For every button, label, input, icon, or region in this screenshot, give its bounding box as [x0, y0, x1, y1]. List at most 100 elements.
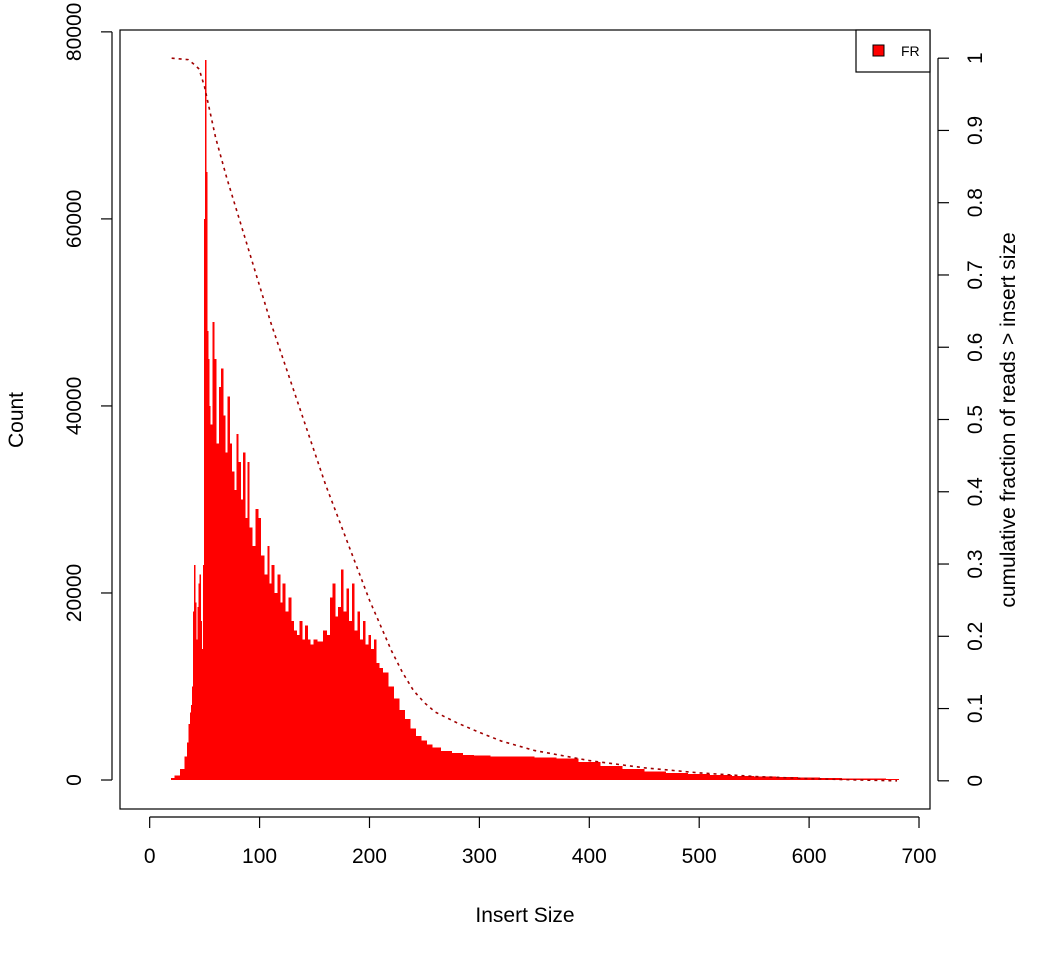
x-tick-label: 100: [242, 845, 277, 868]
histogram-bar: [666, 773, 689, 781]
bars-layer: [171, 59, 900, 781]
y2-tick-label: 0.8: [964, 188, 987, 217]
legend-swatch-fr: [872, 44, 885, 57]
y2-tick-label: 0.7: [964, 260, 987, 289]
histogram-bar: [285, 611, 289, 781]
histogram-bar: [451, 752, 463, 781]
histogram-bar: [225, 452, 228, 781]
x-tick-label: 500: [682, 845, 717, 868]
histogram-bar: [357, 611, 361, 781]
y-axis-label: Count: [5, 392, 28, 448]
x-tick-label: 200: [352, 845, 387, 868]
histogram-bar: [194, 564, 196, 781]
histogram-bar: [243, 452, 246, 781]
histogram-bar: [247, 462, 250, 781]
histogram-bar: [195, 602, 197, 781]
x-tick-label: 0: [144, 845, 156, 868]
histogram-bar: [221, 368, 224, 781]
histogram-bar: [264, 574, 268, 781]
y-tick-label: 60000: [63, 190, 86, 248]
histogram-bar: [360, 639, 363, 781]
histogram-bar: [578, 762, 601, 781]
histogram-bar: [349, 621, 352, 781]
histogram-bar: [710, 774, 733, 781]
histogram-bar: [174, 775, 180, 781]
histogram-bar: [343, 611, 347, 781]
histogram-bar: [202, 564, 205, 781]
histogram-bar: [332, 583, 336, 781]
histogram-bar: [196, 639, 198, 781]
histogram-bar: [294, 630, 297, 781]
histogram-bar: [199, 574, 201, 781]
histogram-bar: [249, 527, 253, 781]
histogram-bar: [732, 775, 755, 781]
histogram-bar: [208, 359, 210, 781]
histogram-bar: [188, 723, 190, 781]
legend-box: [855, 29, 931, 73]
histogram-bar: [193, 611, 195, 781]
histogram-bar: [212, 321, 215, 781]
histogram-bar: [206, 172, 208, 781]
histogram-bar: [214, 359, 217, 781]
histogram-bar: [267, 546, 270, 781]
y2-tick-label: 0.1: [964, 694, 987, 723]
histogram-bar: [354, 630, 358, 781]
histogram-bar: [307, 639, 311, 781]
histogram-bar: [317, 641, 323, 781]
histogram-bar: [410, 728, 417, 781]
histogram-bar: [245, 518, 248, 781]
histogram-bar: [238, 462, 241, 781]
histogram-bar: [296, 635, 300, 781]
histogram-bar: [346, 588, 350, 781]
histogram-bar: [299, 621, 303, 781]
histogram-bar: [232, 471, 235, 781]
y2-tick-label: 0.3: [964, 549, 987, 578]
histogram-bar: [490, 756, 513, 781]
histogram-bar: [864, 778, 887, 781]
histogram-bar: [302, 639, 306, 781]
histogram-bar: [399, 709, 406, 781]
histogram-bar: [365, 644, 369, 781]
histogram-bar: [280, 602, 283, 781]
y2-tick-label: 0.5: [964, 405, 987, 434]
histogram-bar: [405, 719, 411, 781]
histogram-bar: [179, 768, 185, 781]
histogram-bar: [255, 508, 259, 781]
histogram-bar: [440, 751, 452, 781]
histogram-bar: [556, 758, 579, 781]
histogram-bar: [261, 555, 265, 781]
histogram-bar: [600, 765, 623, 781]
histogram-bar: [329, 597, 333, 781]
histogram-bar: [207, 331, 209, 781]
plot-frame: [119, 29, 931, 810]
histogram-bar: [171, 778, 175, 781]
histogram-bar: [209, 405, 211, 781]
histogram-bar: [187, 742, 189, 781]
histogram-bar: [798, 777, 821, 781]
histogram-bar: [204, 218, 206, 781]
histogram-bar: [236, 434, 239, 781]
histogram-bar: [368, 635, 372, 781]
histogram-bar: [201, 649, 203, 781]
y-tick-label: 40000: [63, 377, 86, 435]
y2-tick-label: 0.9: [964, 116, 987, 145]
histogram-bar: [383, 672, 389, 781]
histogram-bar: [291, 621, 295, 781]
x-tick-label: 400: [572, 845, 607, 868]
histogram-bar: [335, 616, 339, 781]
histogram-bar: [371, 649, 374, 781]
histogram-bar: [218, 387, 222, 781]
y-tick-label: 0: [63, 774, 86, 786]
histogram-bar: [421, 740, 428, 781]
histogram-bar: [189, 712, 191, 781]
histogram-bar: [210, 424, 213, 781]
x-tick-label: 300: [462, 845, 497, 868]
y-tick-label: 80000: [63, 3, 86, 61]
histogram-bar: [205, 59, 207, 781]
y2-axis: 0 0.1 0.2 0.3 0.4 0.5 0.6 0.7 0.8 0.9 1: [937, 52, 987, 787]
histogram-bar: [198, 583, 200, 781]
histogram-bar: [622, 768, 645, 781]
legend: FR: [855, 29, 931, 73]
y2-tick-label: 0.4: [964, 477, 987, 507]
